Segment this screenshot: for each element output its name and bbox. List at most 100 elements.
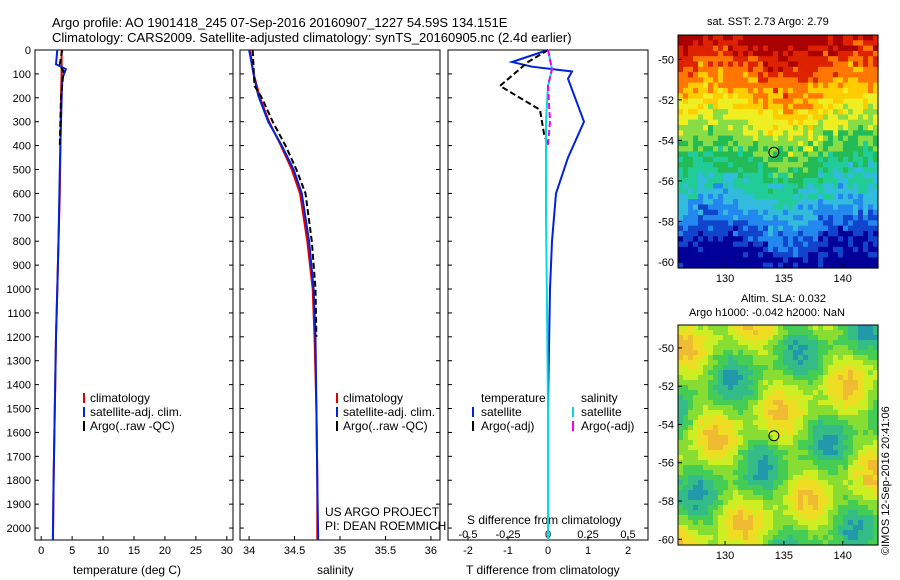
map-cell-sla-map	[708, 420, 714, 426]
map-cell-sst-map	[723, 82, 729, 89]
map-cell-sst-map	[688, 246, 694, 253]
map-cell-sla-map	[858, 340, 864, 346]
map-cell-sst-map	[863, 82, 869, 89]
map-cell-sla-map	[833, 530, 839, 536]
sla-map-title: Altim. SLA: 0.032	[741, 293, 826, 305]
map-cell-sst-map	[758, 87, 764, 94]
map-cell-sla-map	[868, 330, 874, 336]
map-cell-sla-map	[738, 495, 744, 501]
temp-legend-climatology: climatology	[90, 391, 151, 405]
map-cell-sst-map	[848, 82, 854, 89]
map-cell-sla-map	[688, 345, 694, 351]
map-cell-sst-map	[833, 109, 839, 116]
map-cell-sla-map	[843, 390, 849, 396]
map-cell-sst-map	[758, 172, 764, 179]
map-cell-sst-map	[773, 98, 779, 105]
map-cell-sst-map	[743, 241, 749, 248]
y-tick-label-depth: 1700	[7, 451, 31, 463]
map-cell-sla-map	[693, 420, 699, 426]
map-cell-sla-map	[813, 445, 819, 451]
map-cell-sla-map	[678, 445, 684, 451]
map-cell-sla-map	[823, 370, 829, 376]
map-cell-sst-map	[723, 93, 729, 100]
map-cell-sst-map	[778, 257, 784, 264]
map-cell-sla-map	[758, 400, 764, 406]
map-cell-sst-map	[783, 109, 789, 116]
map-cell-sst-map	[703, 119, 709, 126]
map-cell-sla-map	[778, 365, 784, 371]
map-cell-sla-map	[813, 330, 819, 336]
map-cell-sst-map	[733, 87, 739, 94]
map-cell-sst-map	[748, 215, 754, 221]
map-cell-sst-map	[868, 130, 874, 137]
map-cell-sla-map	[703, 500, 709, 506]
map-cell-sst-map	[793, 114, 799, 121]
map-cell-sla-map	[833, 480, 839, 486]
map-cell-sla-map	[858, 520, 864, 526]
map-cell-sla-map	[783, 435, 789, 441]
map-cell-sla-map	[743, 445, 749, 451]
map-cell-sla-map	[743, 400, 749, 406]
map-cell-sst-map	[698, 135, 704, 142]
map-cell-sla-map	[773, 430, 779, 436]
map-cell-sla-map	[713, 520, 719, 526]
map-cell-sst-map	[783, 162, 789, 168]
map-cell-sla-map	[853, 425, 859, 431]
map-cell-sst-map	[853, 151, 859, 158]
map-cell-sla-map	[848, 505, 854, 511]
map-cell-sla-map	[868, 515, 874, 521]
y-tick-label-depth: 0	[25, 45, 31, 57]
map-cell-sla-map	[823, 520, 829, 526]
map-cell-sla-map	[708, 395, 714, 401]
map-cell-sst-map	[783, 56, 789, 63]
y-tick-label-depth: 900	[13, 260, 31, 272]
map-cell-sst-map	[863, 172, 869, 179]
map-cell-sst-map	[873, 167, 879, 174]
map-cell-sla-map	[833, 485, 839, 491]
map-cell-sst-map	[683, 119, 689, 126]
map-cell-sla-map	[783, 495, 789, 501]
map-cell-sst-map	[823, 246, 829, 253]
map-cell-sst-map	[838, 162, 844, 168]
map-cell-sla-map	[738, 500, 744, 506]
map-cell-sst-map	[788, 188, 794, 195]
map-cell-sla-map	[713, 335, 719, 341]
map-cell-sla-map	[683, 405, 689, 411]
map-cell-sla-map	[708, 360, 714, 366]
map-cell-sla-map	[773, 515, 779, 521]
map-cell-sst-map	[698, 209, 704, 216]
map-cell-sst-map	[813, 156, 819, 163]
map-cell-sst-map	[733, 125, 739, 131]
map-cell-sla-map	[703, 515, 709, 521]
map-cell-sla-map	[768, 530, 774, 536]
map-cell-sst-map	[713, 146, 719, 153]
map-cell-sla-map	[678, 350, 684, 356]
map-cell-sla-map	[773, 475, 779, 481]
map-cell-sst-map	[868, 119, 874, 126]
map-cell-sla-map	[753, 340, 759, 346]
map-cell-sst-map	[728, 172, 734, 179]
map-cell-sla-map	[868, 390, 874, 396]
map-cell-sla-map	[778, 470, 784, 476]
map-cell-sla-map	[848, 535, 854, 541]
map-cell-sst-map	[803, 241, 809, 248]
map-cell-sla-map	[763, 420, 769, 426]
map-cell-sla-map	[833, 395, 839, 401]
map-cell-sst-map	[778, 199, 784, 206]
map-cell-sla-map	[753, 520, 759, 526]
map-cell-sla-map	[708, 370, 714, 376]
map-cell-sst-map	[773, 140, 779, 147]
map-cell-sst-map	[803, 262, 809, 269]
map-cell-sla-map	[838, 525, 844, 531]
map-cell-sst-map	[713, 40, 719, 47]
map-cell-sst-map	[683, 236, 689, 243]
map-cell-sst-map	[678, 215, 684, 221]
map-cell-sst-map	[733, 199, 739, 206]
map-cell-sst-map	[753, 61, 759, 68]
map-cell-sst-map	[763, 225, 769, 232]
map-cell-sst-map	[868, 167, 874, 174]
map-cell-sla-map	[678, 480, 684, 486]
map-cell-sla-map	[858, 465, 864, 471]
map-cell-sst-map	[693, 215, 699, 221]
map-cell-sst-map	[823, 220, 829, 227]
